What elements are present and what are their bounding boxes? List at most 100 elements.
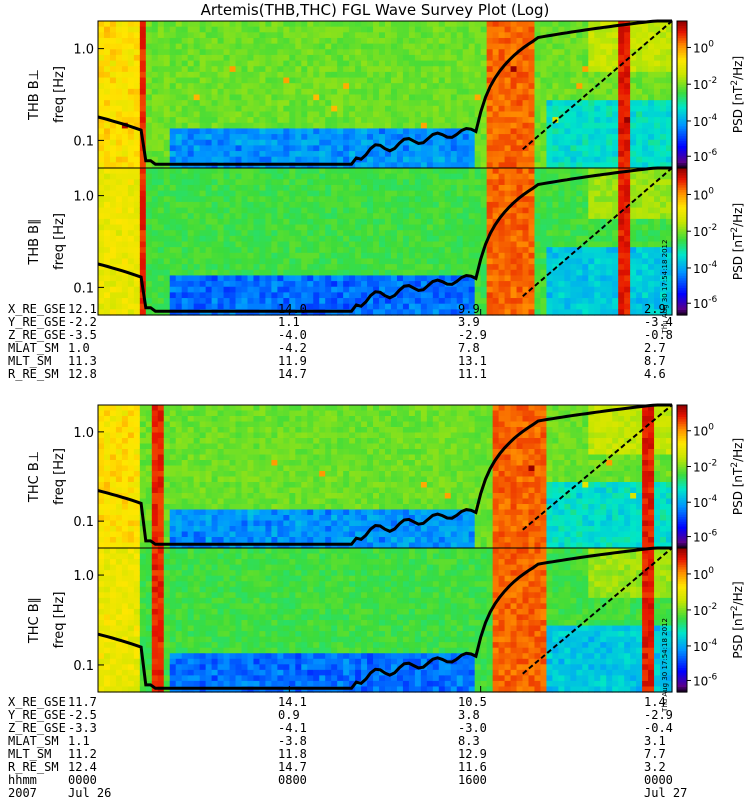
ephemeris-label: Y_RE_GSE bbox=[8, 708, 66, 722]
ephemeris-value: 0000 bbox=[68, 773, 97, 787]
ephemeris-value: 3.1 bbox=[644, 734, 666, 748]
colorbar: 100 10-2 10-4 10-6 PSD [nT2/Hz] bbox=[676, 547, 745, 693]
ephemeris-value: -3.4 bbox=[644, 315, 673, 329]
y-axis-label: freq [Hz] bbox=[52, 448, 67, 505]
ephemeris-value: 14.7 bbox=[278, 760, 307, 774]
ephemeris-value: 14.7 bbox=[278, 367, 307, 381]
ephemeris-value: -3.0 bbox=[458, 721, 487, 735]
colorbar-tick-label: 10-2 bbox=[693, 458, 717, 474]
ephemeris-value: 1.4 bbox=[644, 695, 666, 709]
colorbar-frame bbox=[676, 167, 688, 316]
ephemeris-value: -2.2 bbox=[68, 315, 97, 329]
colorbar-tick-label: 10-6 bbox=[693, 672, 718, 688]
colorbar-tick-label: 100 bbox=[693, 423, 714, 439]
ephemeris-value: -4.0 bbox=[278, 328, 307, 342]
ephemeris-value: -3.3 bbox=[68, 721, 97, 735]
ephemeris-value: 2.7 bbox=[644, 341, 666, 355]
timestamp: Thu Aug 30 17:54:18 2012 bbox=[661, 240, 669, 335]
colorbar-label: PSD [nT2/Hz] bbox=[730, 438, 745, 515]
spectrogram-panel-3: 1.0 0.1 freq [Hz] THC B⊥ 100 10-2 10-4 10-6 PSD … bbox=[27, 403, 745, 549]
ephemeris-value: 3.9 bbox=[458, 315, 480, 329]
ephemeris-value: 2.9 bbox=[644, 302, 666, 316]
colorbar-frame bbox=[676, 547, 688, 693]
ephemeris-value: 8.3 bbox=[458, 734, 480, 748]
ephemeris-value: -4.1 bbox=[278, 721, 307, 735]
y-axis-label: freq [Hz] bbox=[52, 592, 67, 649]
ephemeris-block-thb: X_RE_GSE 12.1 14.0 9.9 2.9 Y_RE_GSE -2.2 1.1 3.9… bbox=[8, 303, 748, 403]
y-tick-label: 1.0 bbox=[73, 426, 94, 441]
ephemeris-value: 14.0 bbox=[278, 302, 307, 316]
ephemeris-label: MLAT_SM bbox=[8, 341, 59, 355]
ephemeris-value: 11.9 bbox=[278, 354, 307, 368]
ephemeris-value: 11.2 bbox=[68, 747, 97, 761]
y-tick-label: 1.0 bbox=[73, 569, 94, 584]
colorbar-tick-label: 10-4 bbox=[693, 638, 718, 654]
ephemeris-value: -2.9 bbox=[458, 328, 487, 342]
ephemeris-value: 13.1 bbox=[458, 354, 487, 368]
ephemeris-value: -2.5 bbox=[68, 708, 97, 722]
chart-title: Artemis(THB,THC) FGL Wave Survey Plot (L… bbox=[200, 1, 550, 19]
ephemeris-label: Z_RE_GSE bbox=[8, 328, 66, 342]
ephemeris-value: 11.7 bbox=[68, 695, 97, 709]
ephemeris-label: hhmm bbox=[8, 773, 37, 787]
colorbar-tick-label: 10-6 bbox=[693, 295, 718, 311]
colorbar-label: PSD [nT2/Hz] bbox=[730, 581, 745, 658]
colorbar-tick-label: 10-4 bbox=[693, 113, 718, 129]
panel-label: THC B⊥ bbox=[27, 451, 42, 503]
ephemeris-label: MLT_SM bbox=[8, 354, 52, 368]
y-axis-label: freq [Hz] bbox=[52, 66, 67, 123]
ephemeris-label: Y_RE_GSE bbox=[8, 315, 66, 329]
ephemeris-label: 2007 bbox=[8, 786, 37, 800]
colorbar-tick-label: 100 bbox=[693, 39, 714, 55]
spectrogram-panel-1: 1.0 0.1 freq [Hz] THB B⊥ 100 10-2 10-4 10-6 PSD … bbox=[27, 19, 745, 169]
ephemeris-value: 1.1 bbox=[278, 315, 300, 329]
spectrogram-panel-4: 1.0 0.1 freq [Hz] THC B∥ 100 10-2 10-4 10-6 PSD … bbox=[27, 546, 745, 713]
ephemeris-value: -0.4 bbox=[644, 721, 673, 735]
y-tick-label: 0.1 bbox=[73, 515, 94, 530]
colorbar: 100 10-2 10-4 10-6 PSD [nT2/Hz] bbox=[676, 167, 745, 316]
ephemeris-value: 11.8 bbox=[278, 747, 307, 761]
cyclotron-trace bbox=[97, 546, 672, 690]
colorbar-tick-label: 10-2 bbox=[693, 602, 717, 618]
harmonic-trace bbox=[522, 404, 673, 531]
ephemeris-value: 12.8 bbox=[68, 367, 97, 381]
ephemeris-value: 1600 bbox=[458, 773, 487, 787]
ephemeris-value: Jul 27 bbox=[644, 786, 688, 800]
panel-frame bbox=[97, 167, 673, 316]
ephemeris-value: 3.2 bbox=[644, 760, 666, 774]
ephemeris-value: -3.5 bbox=[68, 328, 97, 342]
ephemeris-label: R_RE_SM bbox=[8, 760, 59, 774]
y-tick-label: 0.1 bbox=[73, 281, 94, 296]
ephemeris-value: 0.9 bbox=[278, 708, 300, 722]
colorbar-tick-label: 100 bbox=[693, 186, 714, 202]
ephemeris-label: X_RE_GSE bbox=[8, 695, 66, 709]
colorbar-label: PSD [nT2/Hz] bbox=[730, 203, 745, 280]
ephemeris-value: 12.9 bbox=[458, 747, 487, 761]
colorbar-tick-label: 10-4 bbox=[693, 260, 718, 276]
harmonic-trace bbox=[522, 167, 673, 298]
colorbar-tick-label: 100 bbox=[693, 566, 714, 582]
panel-label: THC B∥ bbox=[27, 597, 42, 644]
cyclotron-trace bbox=[97, 19, 672, 166]
ephemeris-value: -0.8 bbox=[644, 328, 673, 342]
cyclotron-trace bbox=[97, 403, 672, 546]
ephemeris-label: R_RE_SM bbox=[8, 367, 59, 381]
colorbar-tick-label: 10-2 bbox=[693, 76, 717, 92]
ephemeris-value: -3.8 bbox=[278, 734, 307, 748]
colorbar-label: PSD [nT2/Hz] bbox=[730, 56, 745, 133]
y-tick-label: 1.0 bbox=[73, 43, 94, 58]
colorbar: 100 10-2 10-4 10-6 PSD [nT2/Hz] bbox=[676, 20, 745, 169]
ephemeris-value: Jul 26 bbox=[68, 786, 112, 800]
y-tick-label: 0.1 bbox=[73, 134, 94, 149]
harmonic-trace bbox=[522, 547, 673, 675]
ephemeris-value: 11.1 bbox=[458, 367, 487, 381]
ephemeris-value: 3.8 bbox=[458, 708, 480, 722]
ephemeris-value: -2.9 bbox=[644, 708, 673, 722]
ephemeris-value: 8.7 bbox=[644, 354, 666, 368]
ephemeris-value: 10.5 bbox=[458, 695, 487, 709]
ephemeris-value: -4.2 bbox=[278, 341, 307, 355]
ephemeris-value: 12.4 bbox=[68, 760, 97, 774]
ephemeris-value: 4.6 bbox=[644, 367, 666, 381]
